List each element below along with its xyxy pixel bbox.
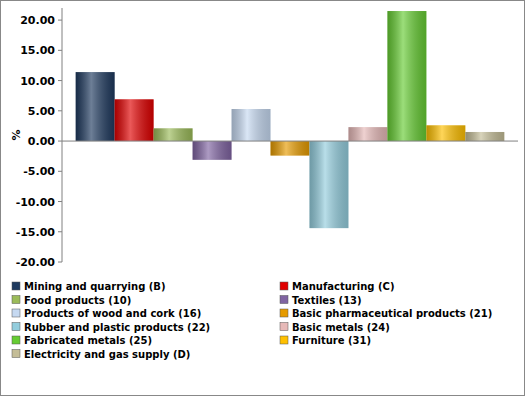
- y-tick: [58, 110, 62, 111]
- bar: [348, 127, 387, 141]
- bar: [115, 99, 154, 141]
- bar-shading: [387, 11, 426, 141]
- legend-label: Rubber and plastic products (22): [24, 322, 210, 333]
- y-tick-label: 10.00: [20, 75, 55, 88]
- y-tick: [58, 262, 62, 263]
- y-tick-label: 5.00: [28, 105, 55, 118]
- bar-shading: [348, 127, 387, 141]
- legend-label: Basic metals (24): [292, 322, 390, 333]
- bar: [426, 125, 465, 141]
- y-tick-label: 0.00: [28, 135, 55, 148]
- legend-label: Electricity and gas supply (D): [24, 349, 190, 360]
- chart-container: -20.00 -15.00 -10.00 -5.00 0.00 5.00 10.00 15.0…: [0, 0, 525, 396]
- bar: [76, 72, 115, 141]
- bar-shading: [309, 141, 348, 228]
- y-tick-label: -10.00: [16, 196, 56, 209]
- y-axis: [62, 8, 63, 262]
- bar-shading: [232, 109, 271, 141]
- bar: [232, 109, 271, 141]
- bar-shading: [193, 141, 232, 160]
- legend-swatch: [12, 309, 20, 317]
- y-tick-label: -20.00: [16, 256, 56, 269]
- bar: [465, 132, 504, 141]
- legend-swatch: [12, 350, 20, 358]
- bar-shading: [465, 132, 504, 141]
- legend-label: Products of wood and cork (16): [24, 308, 201, 319]
- legend-swatch: [12, 323, 20, 331]
- legend-label: Mining and quarrying (B): [24, 281, 166, 292]
- bar-shading: [154, 128, 193, 141]
- bar-shading: [76, 72, 115, 141]
- y-tick: [58, 141, 62, 142]
- legend-label: Fabricated metals (25): [24, 335, 152, 346]
- chart-border: [1, 1, 525, 396]
- bar: [271, 141, 310, 156]
- y-tick-label: 15.00: [20, 44, 55, 57]
- legend-swatch: [280, 296, 288, 304]
- y-tick: [58, 80, 62, 81]
- y-tick: [58, 20, 62, 21]
- legend-swatch: [12, 296, 20, 304]
- bar: [387, 11, 426, 141]
- legend-swatch: [12, 282, 20, 290]
- bar-shading: [426, 125, 465, 141]
- y-tick-label: 20.00: [20, 14, 55, 27]
- bar-shading: [271, 141, 310, 156]
- y-tick: [58, 171, 62, 172]
- legend-label: Basic pharmaceutical products (21): [292, 308, 492, 319]
- y-tick: [58, 50, 62, 51]
- x-axis: [62, 141, 518, 142]
- bar: [309, 141, 348, 228]
- legend-swatch: [280, 336, 288, 344]
- legend-label: Manufacturing (C): [292, 281, 394, 292]
- y-tick: [58, 201, 62, 202]
- legend-label: Furniture (31): [292, 335, 371, 346]
- legend-label: Food products (10): [24, 295, 131, 306]
- legend-swatch: [280, 323, 288, 331]
- bar: [193, 141, 232, 160]
- legend-swatch: [12, 336, 20, 344]
- legend-label: Textiles (13): [292, 295, 362, 306]
- y-axis-label: %: [10, 129, 23, 140]
- legend-swatch: [280, 282, 288, 290]
- y-tick-label: -15.00: [16, 226, 56, 239]
- bars: [76, 11, 505, 228]
- bar-shading: [115, 99, 154, 141]
- y-tick-label: -5.00: [23, 165, 55, 178]
- chart: -20.00 -15.00 -10.00 -5.00 0.00 5.00 10.00 15.0…: [0, 0, 525, 396]
- bar: [154, 128, 193, 141]
- legend-swatch: [280, 309, 288, 317]
- y-tick: [58, 231, 62, 232]
